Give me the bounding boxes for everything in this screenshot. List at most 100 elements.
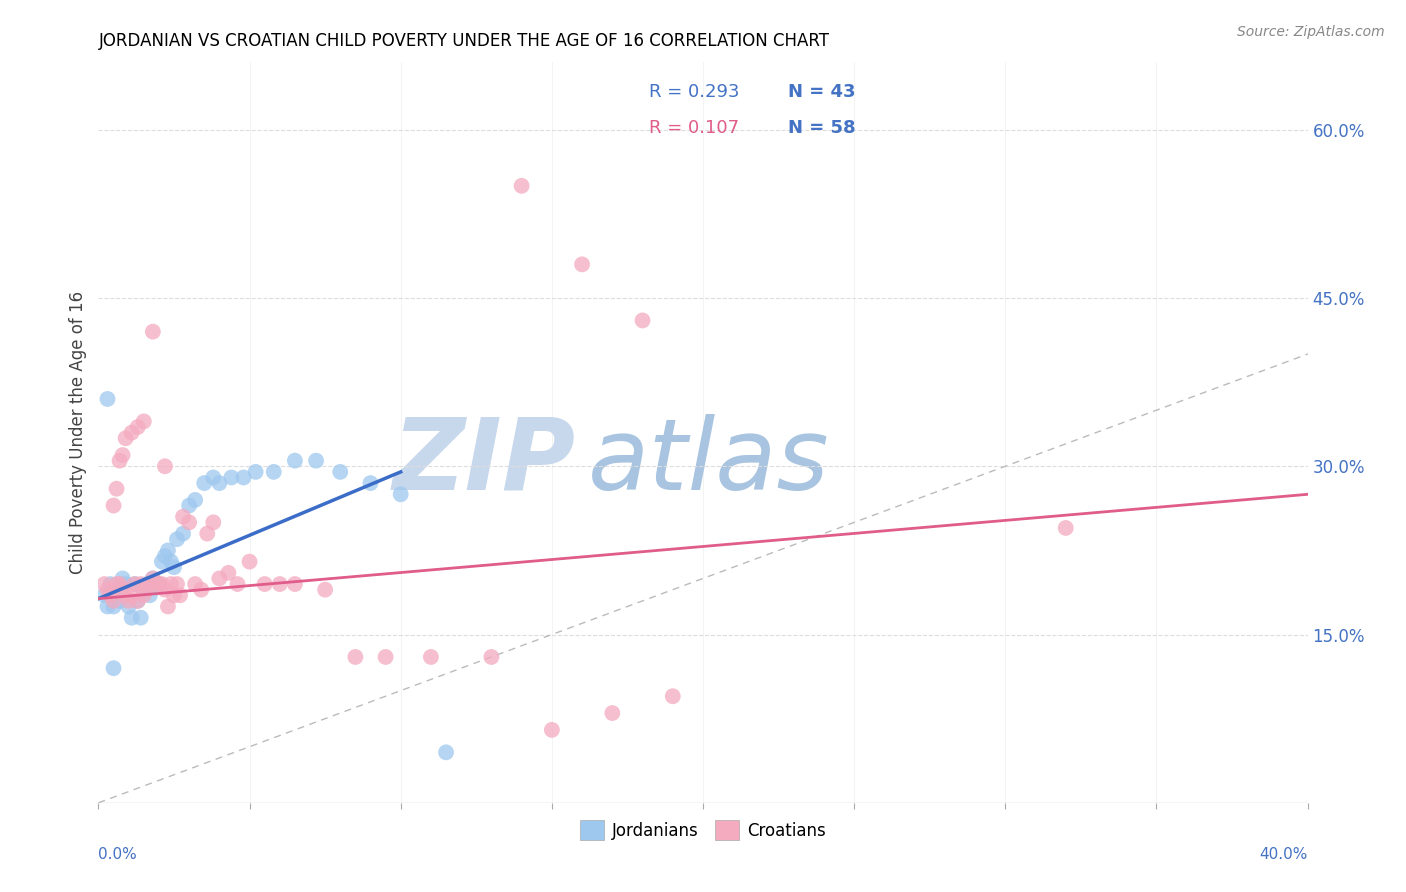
Point [160, 577, 183, 591]
Point [118, 594, 141, 608]
Text: 0.0%: 0.0% [98, 847, 138, 863]
Point [108, 577, 131, 591]
Point [481, 650, 503, 665]
Point [184, 577, 207, 591]
Point [142, 571, 165, 585]
Point [156, 599, 179, 614]
Point [253, 577, 276, 591]
Point [124, 577, 146, 591]
Point [124, 577, 146, 591]
Point [142, 571, 165, 585]
Point [284, 577, 307, 591]
Point [93, 588, 115, 602]
Point [172, 526, 194, 541]
Text: Source: ZipAtlas.com: Source: ZipAtlas.com [1237, 25, 1385, 39]
Point [193, 476, 215, 491]
Point [661, 690, 683, 704]
Point [114, 588, 136, 602]
Point [179, 499, 201, 513]
Point [121, 588, 143, 602]
Point [169, 588, 191, 602]
Point [111, 571, 134, 585]
Point [96, 599, 118, 614]
Point [127, 594, 149, 608]
Point [139, 588, 162, 602]
Point [314, 582, 336, 597]
Point [208, 476, 231, 491]
Point [631, 313, 654, 327]
Point [105, 577, 128, 591]
Point [153, 549, 176, 563]
Point [160, 555, 183, 569]
Point [221, 470, 243, 484]
Point [263, 465, 285, 479]
Point [156, 543, 179, 558]
Point [118, 599, 141, 614]
Point [269, 577, 291, 591]
Point [139, 577, 162, 591]
Point [129, 577, 152, 591]
Point [105, 582, 128, 597]
Point [129, 610, 152, 624]
Point [105, 482, 128, 496]
Point [100, 588, 122, 602]
Point [184, 492, 207, 507]
Point [153, 582, 176, 597]
Point [127, 420, 149, 434]
Point [135, 577, 157, 591]
Point [217, 566, 239, 580]
Point [166, 532, 188, 546]
Point [172, 509, 194, 524]
Point [114, 577, 136, 591]
Point [360, 476, 382, 491]
Point [132, 582, 155, 597]
Point [103, 599, 125, 614]
Point [602, 706, 624, 720]
Point [103, 499, 125, 513]
Point [208, 571, 231, 585]
Point [305, 453, 328, 467]
Point [145, 577, 167, 591]
Point [127, 594, 149, 608]
Point [153, 459, 176, 474]
Point [96, 392, 118, 406]
Point [232, 470, 254, 484]
Legend: Jordanians, Croatians: Jordanians, Croatians [574, 814, 832, 847]
Point [142, 325, 165, 339]
Point [510, 178, 533, 193]
Point [389, 487, 412, 501]
Point [1054, 521, 1077, 535]
Point [121, 425, 143, 440]
Text: ZIP: ZIP [394, 414, 576, 511]
Point [163, 560, 186, 574]
Text: R = 0.293: R = 0.293 [648, 83, 740, 101]
Point [103, 594, 125, 608]
Point [93, 577, 115, 591]
Text: N = 43: N = 43 [787, 83, 855, 101]
Point [540, 723, 562, 737]
Point [150, 555, 173, 569]
Point [100, 577, 122, 591]
Text: 40.0%: 40.0% [1260, 847, 1308, 863]
Point [420, 650, 443, 665]
Text: N = 58: N = 58 [787, 119, 855, 136]
Point [284, 453, 307, 467]
Point [226, 577, 249, 591]
Text: R = 0.107: R = 0.107 [648, 119, 738, 136]
Point [344, 650, 367, 665]
Point [239, 555, 262, 569]
Point [114, 431, 136, 445]
Point [374, 650, 396, 665]
Point [148, 577, 170, 591]
Point [202, 516, 225, 530]
Point [135, 582, 157, 597]
Point [96, 582, 118, 597]
Text: atlas: atlas [588, 414, 830, 511]
Point [111, 582, 134, 597]
Point [163, 588, 186, 602]
Point [245, 465, 267, 479]
Point [103, 661, 125, 675]
Point [108, 453, 131, 467]
Point [195, 526, 218, 541]
Text: JORDANIAN VS CROATIAN CHILD POVERTY UNDER THE AGE OF 16 CORRELATION CHART: JORDANIAN VS CROATIAN CHILD POVERTY UNDE… [98, 32, 830, 50]
